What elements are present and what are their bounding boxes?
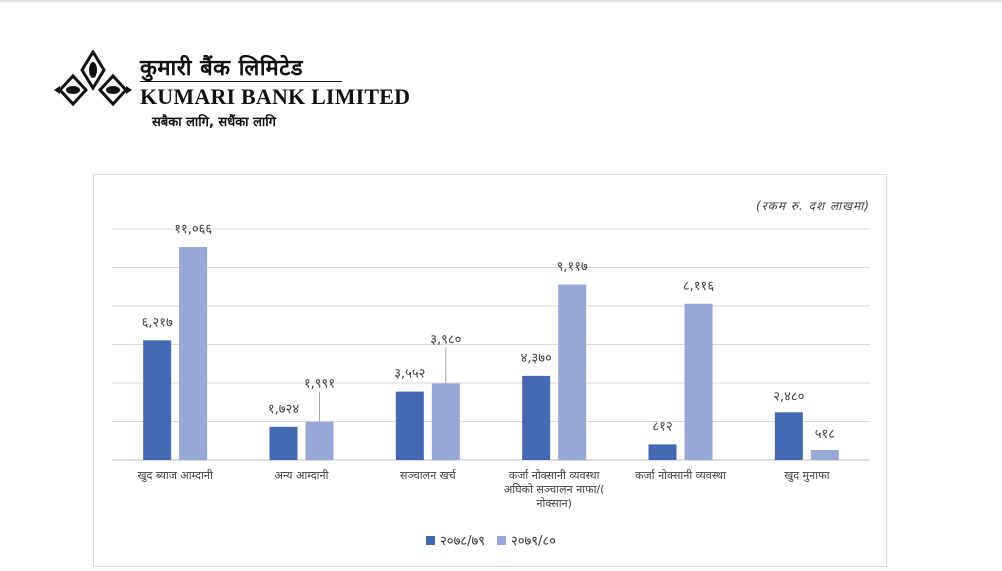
bar — [269, 426, 298, 460]
bar — [558, 284, 587, 460]
top-divider — [0, 0, 1002, 2]
data-label: ४,३७० — [521, 351, 552, 366]
category-label: खुद मुनाफा — [784, 469, 829, 482]
logo-tagline: सबैका लागि, सधैंका लागि — [152, 115, 276, 130]
bar — [648, 444, 677, 460]
data-label: २,४८० — [773, 389, 804, 404]
bar — [305, 421, 334, 460]
logo-name-english: KUMARI BANK LIMITED — [140, 84, 411, 109]
category-label: सञ्चालन खर्च — [400, 469, 457, 482]
chart-frame: (रकम रु. दश लाखमा) ६,२१७ ११,०६६ खुद ब्याज … — [93, 174, 887, 567]
legend-item: २०७९/८० — [497, 531, 556, 549]
legend-label: २०७८/७९ — [440, 534, 485, 549]
category-label: कर्जा नोक्सानी व्यवस्था — [635, 469, 726, 482]
logo-name-nepali: कुमारी बैंक लिमिटेड — [140, 56, 304, 81]
bar — [522, 375, 551, 460]
legend-swatch — [426, 535, 436, 545]
bar — [774, 412, 803, 460]
chart-legend: २०७८/७९ २०७९/८० — [94, 531, 888, 549]
data-label: ८,११६ — [683, 279, 714, 294]
data-label: १,९९१ — [304, 377, 335, 392]
logo-rule — [140, 81, 342, 82]
category-label: अन्य आम्दानी — [275, 469, 329, 482]
bar — [684, 303, 713, 460]
data-label: ८१२ — [652, 419, 672, 434]
bar — [143, 340, 172, 460]
bar-chart: ६,२१७ ११,०६६ खुद ब्याज आम्दानी १,७२४ १,९९१ अन… — [112, 222, 870, 510]
category-label: खुद ब्याज आम्दानी — [137, 469, 212, 482]
data-label: ६,२१७ — [142, 315, 173, 330]
category-label: नोक्सान) — [536, 497, 572, 510]
data-label: ३,५५२ — [394, 367, 425, 382]
data-label: ३,९८० — [430, 332, 461, 347]
legend-label: २०७९/८० — [511, 534, 556, 549]
unit-note: (रकम रु. दश लाखमा) — [756, 199, 870, 213]
bar — [431, 383, 460, 460]
data-label: ११,०६६ — [174, 222, 212, 237]
data-label: ५१८ — [815, 427, 836, 442]
data-label: १,७२४ — [268, 402, 299, 417]
category-label: अघिको सञ्चालन नाफा/( — [504, 483, 605, 496]
kumari-bank-logo: कुमारी बैंक लिमिटेड KUMARI BANK LIMITED … — [52, 48, 410, 133]
category-label: कर्जा नोक्सानी व्यवस्था — [509, 469, 600, 482]
legend-item: २०७८/७९ — [426, 531, 485, 549]
kumari-diamond-emblem-icon — [54, 50, 132, 107]
bar — [395, 391, 424, 460]
bar — [810, 450, 839, 460]
legend-swatch — [497, 535, 506, 545]
data-label: ९,११७ — [557, 259, 588, 274]
bar — [179, 246, 208, 460]
